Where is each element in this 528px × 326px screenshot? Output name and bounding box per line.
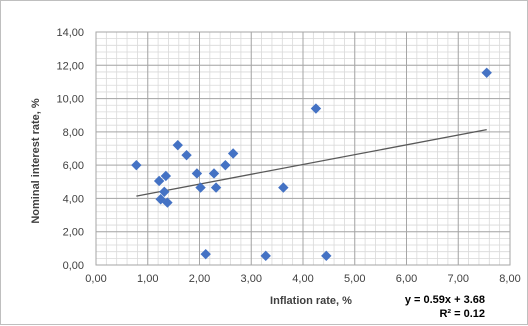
data-point (227, 148, 239, 159)
x-tick-label: 0,00 (85, 273, 106, 285)
data-point (278, 182, 289, 193)
trendline-layer (136, 128, 487, 197)
y-tick-label: 14,00 (56, 27, 84, 39)
y-tick-label: 2,00 (63, 227, 84, 239)
data-point (310, 103, 322, 114)
x-tick-label: 7,00 (448, 273, 469, 285)
data-point (200, 248, 211, 260)
data-point (131, 159, 142, 171)
data-point (208, 168, 220, 179)
data-point (220, 159, 231, 171)
y-tick-label: 6,00 (63, 160, 84, 172)
y-tick-label: 4,00 (63, 193, 84, 205)
data-point (159, 186, 170, 197)
plot-area-border (95, 31, 511, 266)
x-axis-title: Inflation rate, % (270, 295, 352, 307)
data-point (172, 139, 183, 151)
x-tick-label: 2,00 (189, 273, 210, 285)
data-point (260, 250, 271, 262)
data-point (153, 175, 165, 187)
x-tick-label: 4,00 (292, 273, 313, 285)
x-tick-label: 6,00 (396, 273, 417, 285)
x-tick-labels: 0,00 1,00 2,00 3,00 4,00 5,00 6,00 7,00 8,00 (85, 273, 520, 285)
x-tick-label: 8,00 (499, 273, 520, 285)
trendline-equation: y = 0.59x + 3.68 (405, 294, 485, 306)
y-tick-label: 10,00 (56, 94, 84, 106)
x-tick-label: 1,00 (137, 273, 158, 285)
data-point (155, 194, 166, 205)
y-tick-label: 8,00 (63, 127, 84, 139)
data-point (210, 182, 222, 193)
data-point (195, 182, 206, 193)
y-axis-title: Nominal interest rate, % (30, 98, 42, 224)
data-point (162, 197, 173, 208)
trendline (136, 128, 487, 197)
data-point (321, 250, 332, 262)
y-tick-label: 0,00 (63, 260, 84, 272)
data-points (131, 67, 492, 262)
x-tick-label: 3,00 (241, 273, 262, 285)
y-tick-label: 12,00 (56, 60, 84, 72)
x-tick-label: 5,00 (344, 273, 365, 285)
data-point (191, 168, 203, 179)
data-point (160, 170, 172, 182)
data-point (481, 67, 492, 78)
y-tick-labels: 0,00 2,00 4,00 6,00 8,00 10,00 12,00 14,00 (56, 27, 84, 272)
data-point (181, 149, 192, 161)
trendline-r-squared: R² = 0.12 (439, 308, 485, 320)
